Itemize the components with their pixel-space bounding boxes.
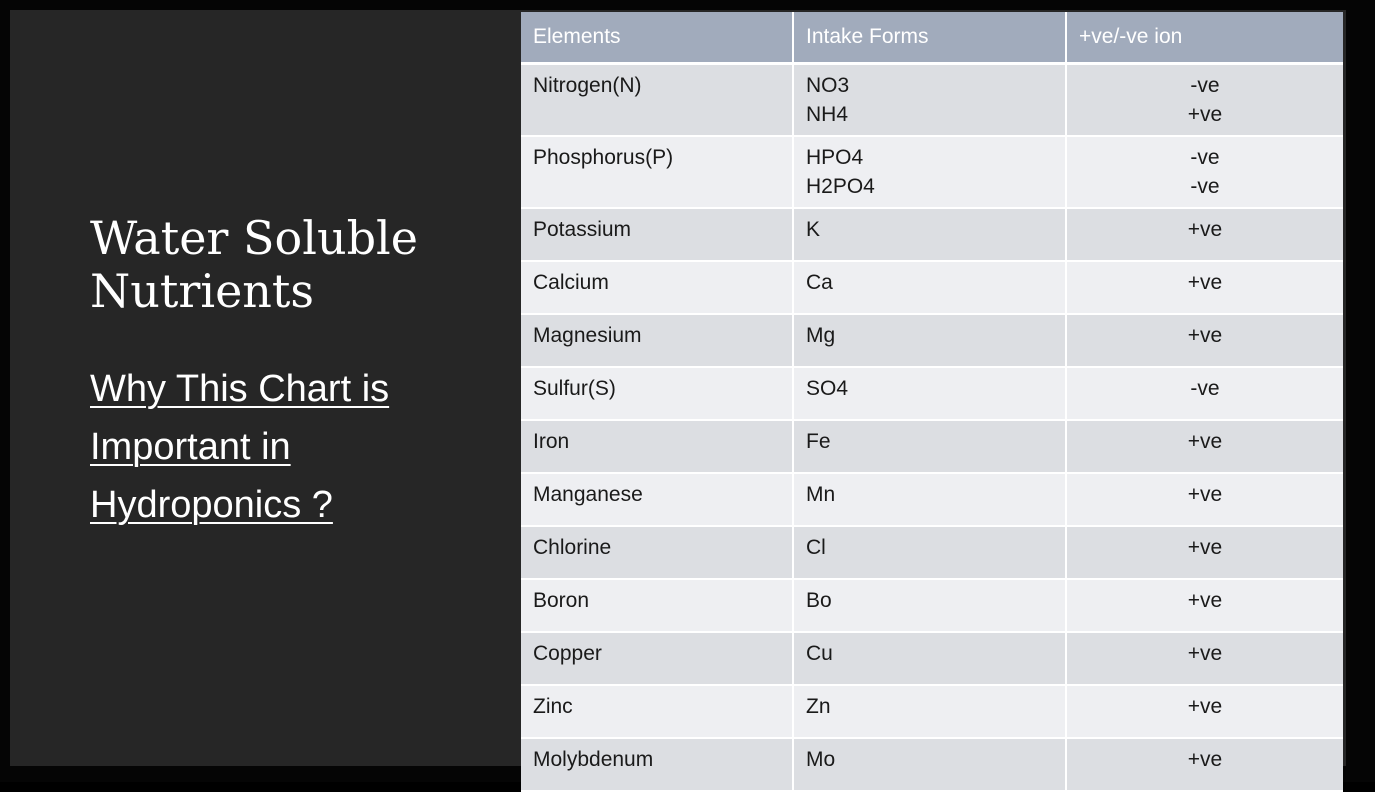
intake-forms-cell: Mg (794, 315, 1067, 368)
ion-charge-cell: +ve (1067, 686, 1343, 739)
ion-charge-cell: +ve (1067, 633, 1343, 686)
ion-charge-cell: +ve (1067, 315, 1343, 368)
table-row: Iron Fe +ve (521, 421, 1343, 474)
ion-charge: +ve (1187, 271, 1223, 294)
element-cell: Manganese (521, 474, 794, 527)
intake-forms-cell: Fe (794, 421, 1067, 474)
ion-charge: +ve (1187, 536, 1223, 559)
ion-charge: -ve (1190, 377, 1220, 400)
ion-charge-cell: -ve (1067, 368, 1343, 421)
element-cell: Magnesium (521, 315, 794, 368)
ion-charge-cell: +ve (1067, 474, 1343, 527)
ion-charge: +ve (1187, 695, 1223, 718)
intake-form: NH4 (806, 103, 849, 126)
intake-form: Bo (806, 589, 832, 612)
intake-form: Zn (806, 695, 831, 718)
ion-charge-cell: -ve +ve (1067, 65, 1343, 137)
nutrients-table: Elements Intake Forms +ve/-ve ion Nitrog… (521, 12, 1343, 792)
intake-form: K (806, 218, 821, 241)
intake-forms-cell: Ca (794, 262, 1067, 315)
ion-charge: +ve (1187, 483, 1223, 506)
table-row: Molybdenum Mo +ve (521, 739, 1343, 792)
slide-title: Water Soluble Nutrients (90, 211, 418, 318)
table-row: Magnesium Mg +ve (521, 315, 1343, 368)
ion-charge-cell: +ve (1067, 527, 1343, 580)
intake-forms-cell: HPO4 H2PO4 (794, 137, 1067, 209)
intake-forms-cell: K (794, 209, 1067, 262)
ion-charge-cell: +ve (1067, 262, 1343, 315)
element-cell: Phosphorus(P) (521, 137, 794, 209)
intake-forms-cell: NO3 NH4 (794, 65, 1067, 137)
table-row: Chlorine Cl +ve (521, 527, 1343, 580)
intake-forms-cell: Mo (794, 739, 1067, 792)
element-cell: Molybdenum (521, 739, 794, 792)
element-cell: Zinc (521, 686, 794, 739)
ion-charge: +ve (1187, 430, 1223, 453)
intake-form: Fe (806, 430, 831, 453)
intake-form: H2PO4 (806, 175, 875, 198)
element-cell: Nitrogen(N) (521, 65, 794, 137)
intake-form: NO3 (806, 74, 850, 97)
intake-forms-cell: Cl (794, 527, 1067, 580)
table-header: Elements Intake Forms +ve/-ve ion (521, 12, 1343, 65)
table-row: Zinc Zn +ve (521, 686, 1343, 739)
intake-form: Mg (806, 324, 836, 347)
ion-charge: +ve (1187, 218, 1223, 241)
intake-forms-cell: Mn (794, 474, 1067, 527)
table-row: Copper Cu +ve (521, 633, 1343, 686)
element-cell: Chlorine (521, 527, 794, 580)
ion-charge: +ve (1187, 748, 1223, 771)
intake-form: Mo (806, 748, 836, 771)
intake-forms-cell: SO4 (794, 368, 1067, 421)
element-cell: Copper (521, 633, 794, 686)
intake-forms-cell: Bo (794, 580, 1067, 633)
ion-charge: -ve (1190, 175, 1220, 198)
ion-charge: -ve (1190, 146, 1220, 169)
element-cell: Iron (521, 421, 794, 474)
table-row: Nitrogen(N) NO3 NH4 -ve +ve (521, 65, 1343, 137)
intake-form: Cu (806, 642, 833, 665)
table-row: Potassium K +ve (521, 209, 1343, 262)
ion-charge: +ve (1187, 324, 1223, 347)
table-body: Nitrogen(N) NO3 NH4 -ve +ve Phosphorus(P) HPO4… (521, 65, 1343, 792)
ion-charge: +ve (1187, 589, 1223, 612)
ion-charge-cell: +ve (1067, 739, 1343, 792)
intake-form: Ca (806, 271, 833, 294)
intake-form: Mn (806, 483, 836, 506)
column-header-elements: Elements (521, 12, 794, 65)
intake-forms-cell: Cu (794, 633, 1067, 686)
element-cell: Potassium (521, 209, 794, 262)
intake-form: SO4 (806, 377, 849, 400)
intake-form: Cl (806, 536, 826, 559)
ion-charge-cell: -ve -ve (1067, 137, 1343, 209)
slide-subtitle: Why This Chart is Important in Hydroponi… (90, 368, 390, 526)
ion-charge: +ve (1187, 642, 1223, 665)
ion-charge-cell: +ve (1067, 209, 1343, 262)
table-row: Manganese Mn +ve (521, 474, 1343, 527)
intake-forms-cell: Zn (794, 686, 1067, 739)
ion-charge-cell: +ve (1067, 421, 1343, 474)
table-row: Sulfur(S) SO4 -ve (521, 368, 1343, 421)
element-cell: Boron (521, 580, 794, 633)
intake-form: HPO4 (806, 146, 864, 169)
column-header-ion-charge: +ve/-ve ion (1067, 12, 1343, 65)
element-cell: Calcium (521, 262, 794, 315)
ion-charge: +ve (1187, 103, 1223, 126)
ion-charge: -ve (1190, 74, 1220, 97)
ion-charge-cell: +ve (1067, 580, 1343, 633)
column-header-intake-forms: Intake Forms (794, 12, 1067, 65)
table-row: Phosphorus(P) HPO4 H2PO4 -ve -ve (521, 137, 1343, 209)
slide: Water Soluble Nutrients Why This Chart i… (10, 10, 1346, 792)
table-row: Boron Bo +ve (521, 580, 1343, 633)
element-cell: Sulfur(S) (521, 368, 794, 421)
table-row: Calcium Ca +ve (521, 262, 1343, 315)
